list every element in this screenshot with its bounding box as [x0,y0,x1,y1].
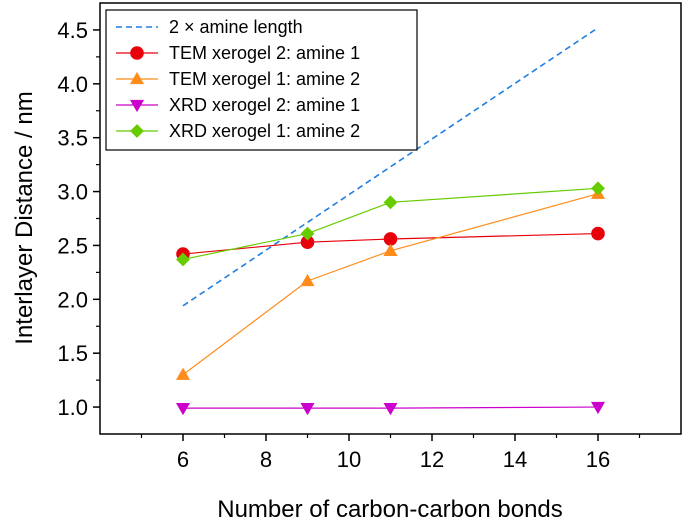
y-axis-ticks: 1.0 1.5 2.0 2.5 3.0 3.5 4.0 4.5 [57,18,100,420]
series-0 [182,27,599,307]
legend-marker [130,124,144,138]
data-point [176,252,190,267]
legend-label: TEM xerogel 1: amine 2 [169,69,360,89]
legend-label: XRD xerogel 1: amine 2 [169,121,360,141]
legend-label: TEM xerogel 2: amine 1 [169,43,360,63]
series-line [182,232,599,255]
data-point [383,232,398,246]
legend-marker [130,46,144,60]
data-point [300,273,315,287]
legend: 2 × amine length TEM xerogel 2: amine 1 TE… [105,9,418,151]
series-layer [175,27,606,416]
data-point [300,226,315,241]
x-tick-label: 10 [337,447,361,472]
legend-label: 2 × amine length [169,17,303,37]
x-tick-label: 12 [420,447,444,472]
series-line [182,187,599,261]
data-point [383,243,398,256]
x-tick-label: 8 [260,447,272,472]
data-point [383,195,398,210]
data-point [175,402,191,416]
x-tick-label: 16 [586,447,610,472]
data-point [591,226,605,241]
data-point [175,367,191,380]
y-tick-label: 3.5 [57,126,88,151]
y-axis-label: Interlayer Distance / nm [11,91,38,344]
x-tick-label: 14 [503,447,527,472]
data-point [590,401,606,415]
y-tick-label: 1.0 [57,395,88,420]
y-tick-label: 3.0 [57,180,88,205]
x-tick-label: 6 [177,447,189,472]
series-2 [175,186,606,380]
series-4 [176,181,605,267]
legend-box [105,9,418,151]
x-axis-label: Number of carbon-carbon bonds [217,496,563,523]
legend-label: XRD xerogel 2: amine 1 [169,95,360,115]
series-3 [175,401,606,416]
legend-marker [129,71,145,85]
y-tick-label: 2.0 [57,287,88,312]
data-point [300,402,315,416]
data-point [383,402,398,416]
series-line [182,193,599,376]
y-tick-label: 1.5 [57,341,88,366]
y-tick-label: 4.0 [57,72,88,97]
y-tick-label: 2.5 [57,233,88,258]
legend-marker [129,99,145,113]
data-point [591,181,605,196]
x-axis-ticks: 6 8 10 12 14 16 [140,434,641,472]
y-tick-label: 4.5 [57,18,88,43]
series-line [182,27,599,307]
series-line [183,406,599,409]
